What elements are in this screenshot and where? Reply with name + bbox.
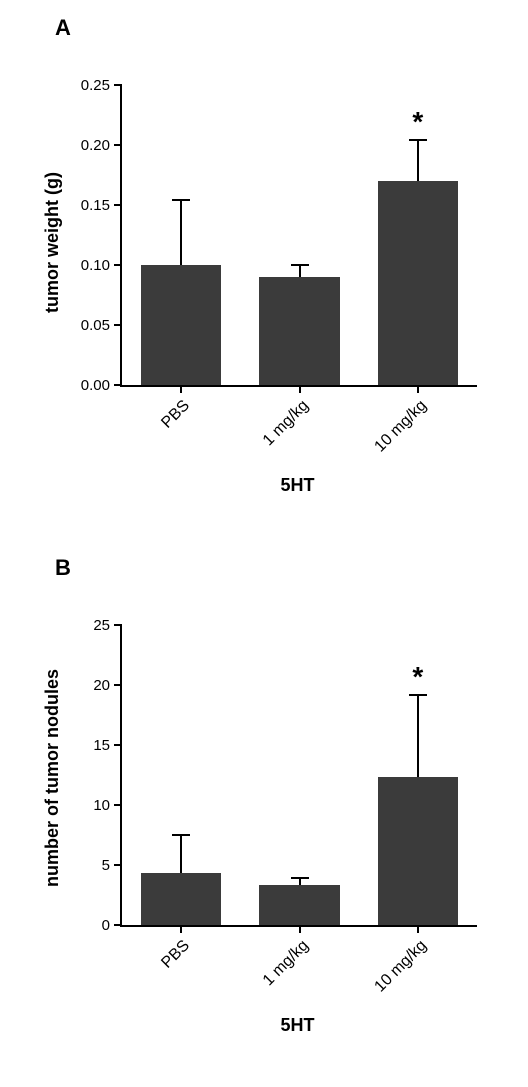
panel-a-errorcap (172, 199, 190, 201)
panel-b-errorbar (180, 835, 182, 873)
panel-a-xtick (299, 385, 301, 393)
panel-a-ytick-label: 0.05 (52, 317, 110, 334)
panel-b-ytick (114, 864, 122, 866)
panel-a-xlabel: 5HT (120, 475, 475, 496)
panel-b-plot: 0510152025PBS1 mg/kg10 mg/kg* (120, 625, 477, 927)
panel-b-xtick (180, 925, 182, 933)
panel-a-ytick-label: 0.25 (52, 77, 110, 94)
panel-a-ytick (114, 384, 122, 386)
panel-a-plot: 0.000.050.100.150.200.25PBS1 mg/kg10 mg/… (120, 85, 477, 387)
panel-b-label: B (55, 555, 71, 581)
panel-a-label: A (55, 15, 71, 41)
panel-a-errorbar (299, 265, 301, 277)
panel-a-bar (378, 181, 458, 385)
panel-a-ytick (114, 144, 122, 146)
panel-b-xtick (299, 925, 301, 933)
panel-a-bar (259, 277, 339, 385)
panel-b-errorbar (299, 878, 301, 885)
panel-a-errorbar (180, 200, 182, 265)
panel-b-xtick (417, 925, 419, 933)
panel-b-bar (141, 873, 221, 925)
panel-a-xtick (417, 385, 419, 393)
panel-b-xtick-label: 10 mg/kg (347, 937, 430, 1020)
panel-b-ytick (114, 684, 122, 686)
panel-a-bar (141, 265, 221, 385)
panel-a-ytick-label: 0.20 (52, 137, 110, 154)
panel-a-errorcap (409, 139, 427, 141)
panel-a-ytick (114, 204, 122, 206)
panel-a-sig-marker: * (403, 106, 433, 138)
panel-b-bar (378, 777, 458, 925)
panel-b-errorcap (409, 694, 427, 696)
panel-b-ylabel: number of tumor nodules (42, 669, 63, 887)
panel-b-errorbar (417, 695, 419, 778)
panel-a-ytick (114, 84, 122, 86)
panel-a-errorbar (417, 140, 419, 181)
panel-a-ytick-label: 0.00 (52, 377, 110, 394)
panel-b-ytick (114, 924, 122, 926)
panel-b-bar (259, 885, 339, 925)
panel-b-ytick-label: 0 (52, 917, 110, 934)
panel-a-ytick (114, 324, 122, 326)
panel-a-ytick (114, 264, 122, 266)
figure: A 0.000.050.100.150.200.25PBS1 mg/kg10 m… (0, 0, 528, 1087)
panel-b-ytick (114, 744, 122, 746)
panel-b-errorcap (172, 834, 190, 836)
panel-b-xtick-label: PBS (110, 937, 193, 1020)
panel-a-xtick-label: PBS (110, 397, 193, 480)
panel-b-xtick-label: 1 mg/kg (229, 937, 312, 1020)
panel-a-xtick (180, 385, 182, 393)
panel-b-ytick (114, 804, 122, 806)
panel-a-xtick-label: 1 mg/kg (229, 397, 312, 480)
panel-b-errorcap (291, 877, 309, 879)
panel-a-errorcap (291, 264, 309, 266)
panel-b-xlabel: 5HT (120, 1015, 475, 1036)
panel-a-ylabel: tumor weight (g) (42, 172, 63, 313)
panel-b-ytick-label: 25 (52, 617, 110, 634)
panel-b-ytick (114, 624, 122, 626)
panel-a-xtick-label: 10 mg/kg (347, 397, 430, 480)
panel-b-sig-marker: * (403, 661, 433, 693)
